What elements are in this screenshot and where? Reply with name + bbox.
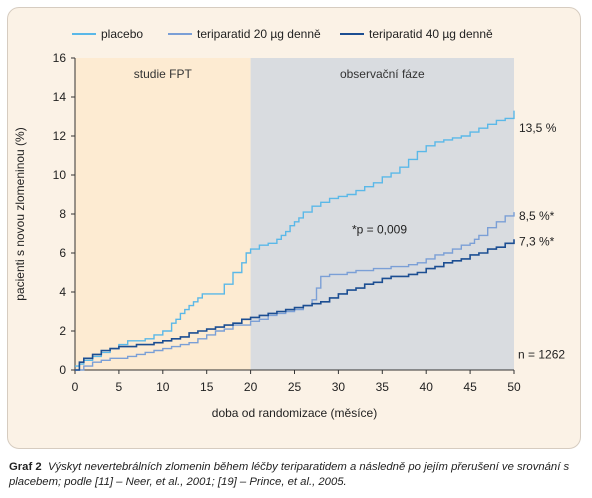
y-tick-label: 16 [53,51,67,65]
y-tick-label: 12 [53,129,67,143]
x-tick-label: 15 [200,380,214,394]
axes [71,57,515,374]
x-tick-label: 0 [72,380,79,394]
caption-label: Graf 2 [9,461,42,473]
x-tick-label: 50 [507,380,521,394]
x-tick-label: 45 [463,380,477,394]
series-end-label-2: 7,3 %* [519,234,555,248]
y-axis-label: pacienti s novou zlomeninou (%) [13,127,27,300]
series-line-0 [75,110,515,367]
caption-text: Výskyt nevertebrálních zlomenin během lé… [9,461,570,488]
legend-label-teriparatid-20: teriparatid 20 µg denně [197,27,321,41]
legend-swatch-teriparatid-40 [340,33,364,35]
region-label-1: observační fáze [340,67,425,81]
regions [75,58,514,370]
legend-swatch-placebo [72,33,96,35]
legend-swatch-teriparatid-20 [168,33,192,35]
y-tick-label: 6 [59,246,66,260]
legend-label-teriparatid-40: teriparatid 40 µg denně [369,27,493,41]
x-axis-label: doba od randomizace (měsíce) [212,406,377,420]
series-end-label-0: 13,5 % [519,121,557,135]
x-tick-label: 30 [332,380,346,394]
figure-caption: Graf 2 Výskyt nevertebrálních zlomenin b… [9,460,584,490]
x-tick-label: 40 [420,380,434,394]
y-tick-label: 2 [59,324,66,338]
x-tick-label: 20 [244,380,258,394]
y-tick-label: 0 [59,363,66,377]
annotation-p-value: *p = 0,009 [352,223,407,237]
y-tick-label: 4 [59,285,66,299]
x-tick-label: 10 [156,380,170,394]
series-lines [75,110,515,371]
annotation-n: n = 1262 [518,347,565,361]
x-tick-label: 5 [116,380,123,394]
legend: placebo teriparatid 20 µg denně teripara… [0,26,592,44]
series-line-2 [75,239,515,371]
y-tick-label: 14 [53,90,67,104]
region-1 [250,58,514,370]
legend-label-placebo: placebo [101,27,144,41]
series-line-1 [75,212,515,371]
region-label-0: studie FPT [134,67,193,81]
x-tick-label: 35 [376,380,390,394]
x-tick-label: 25 [288,380,302,394]
y-tick-label: 10 [53,168,67,182]
region-0 [75,58,251,370]
series-end-label-1: 8,5 %* [519,209,555,223]
y-tick-label: 8 [59,207,66,221]
